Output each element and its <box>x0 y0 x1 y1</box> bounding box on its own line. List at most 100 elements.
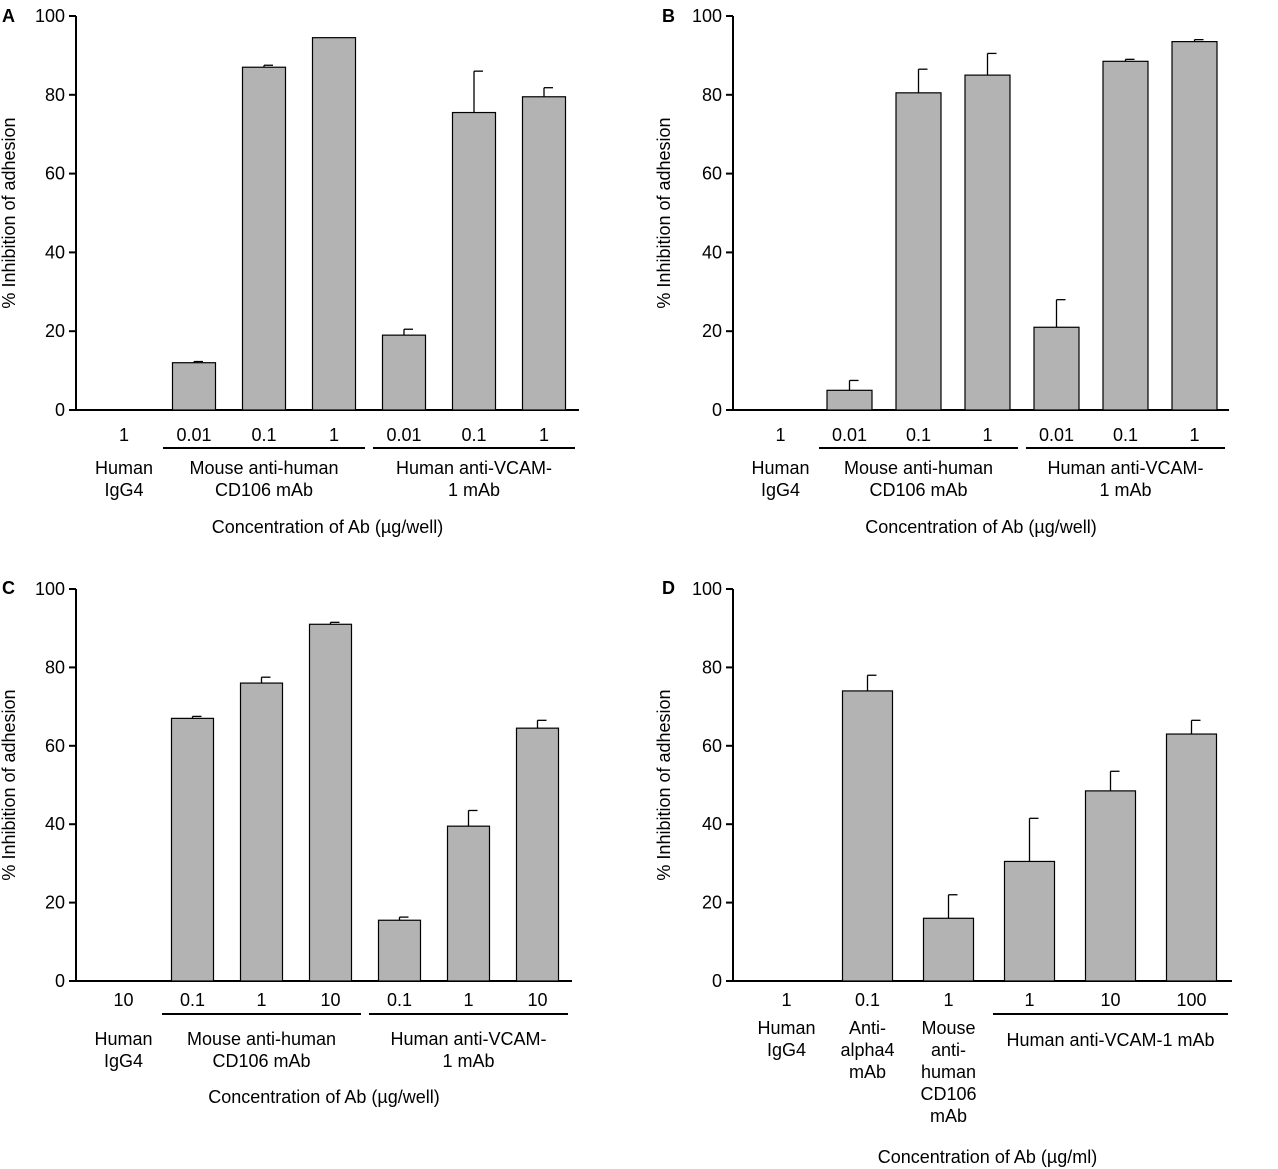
category-label: 0.1 <box>906 425 931 445</box>
y-tick-label: 20 <box>702 893 722 913</box>
group-label: Human anti-VCAM- <box>1047 458 1203 478</box>
bar <box>895 92 942 411</box>
category-label: 0.1 <box>180 990 205 1010</box>
bar <box>170 717 215 982</box>
group-label: anti- <box>931 1040 966 1060</box>
bar <box>841 690 894 982</box>
x-axis-title: Concentration of Ab (µg/ml) <box>878 1147 1097 1167</box>
x-axis-title: Concentration of Ab (µg/well) <box>208 1087 440 1107</box>
group-label: Human <box>94 1029 152 1049</box>
y-tick-label: 0 <box>55 400 65 420</box>
y-tick-label: 40 <box>702 814 722 834</box>
y-tick-label: 0 <box>55 971 65 991</box>
group-label: CD106 mAb <box>215 480 313 500</box>
bar <box>381 334 427 411</box>
group-label: Mouse anti-human <box>844 458 993 478</box>
bar <box>171 362 217 411</box>
group-label: IgG4 <box>104 1051 143 1071</box>
bar <box>521 96 567 411</box>
bar <box>964 74 1011 411</box>
category-label: 1 <box>1189 425 1199 445</box>
category-label: 100 <box>1176 990 1206 1010</box>
y-tick-label: 40 <box>45 814 65 834</box>
y-tick-label: 60 <box>45 164 65 184</box>
category-label: 1 <box>775 425 785 445</box>
group-label: Mouse anti-human <box>187 1029 336 1049</box>
group-label: CD106 mAb <box>869 480 967 500</box>
y-tick-label: 80 <box>702 657 722 677</box>
group-label: CD106 <box>920 1084 976 1104</box>
category-label: 0.1 <box>251 425 276 445</box>
category-label: 0.1 <box>1113 425 1138 445</box>
group-label: Mouse <box>921 1018 975 1038</box>
category-label: 1 <box>943 990 953 1010</box>
bar <box>241 66 287 411</box>
group-label: 1 mAb <box>1099 480 1151 500</box>
bar <box>515 727 560 982</box>
y-tick-label: 40 <box>45 242 65 262</box>
x-axis-title: Concentration of Ab (µg/well) <box>865 517 1097 537</box>
bar <box>1102 60 1149 411</box>
category-label: 0.1 <box>387 990 412 1010</box>
category-label: 0.1 <box>855 990 880 1010</box>
bar <box>1033 326 1080 411</box>
group-label: 1 mAb <box>442 1051 494 1071</box>
bar <box>922 917 975 982</box>
panel-letter: B <box>662 6 675 26</box>
y-tick-label: 0 <box>712 971 722 991</box>
group-label: 1 mAb <box>448 480 500 500</box>
y-tick-label: 80 <box>45 657 65 677</box>
panel-d: D 0 20 40 60 80 100 % Inhibition of adhesion 1 0.… <box>654 578 1232 1167</box>
y-axis-title: % Inhibition of adhesion <box>0 689 19 880</box>
bar <box>1003 860 1056 982</box>
bar <box>826 389 873 411</box>
category-label: 1 <box>1024 990 1034 1010</box>
category-label: 10 <box>527 990 547 1010</box>
category-label: 0.1 <box>461 425 486 445</box>
y-axis-title: % Inhibition of adhesion <box>654 689 674 880</box>
group-label: Mouse anti-human <box>189 458 338 478</box>
group-label: Anti- <box>849 1018 886 1038</box>
bar <box>451 111 497 411</box>
category-label: 1 <box>463 990 473 1010</box>
bar <box>308 623 353 982</box>
panel-letter: D <box>662 578 675 598</box>
category-label: 1 <box>539 425 549 445</box>
group-label: IgG4 <box>767 1040 806 1060</box>
panel-letter: A <box>2 6 15 26</box>
bar <box>1171 41 1218 411</box>
x-axis-title: Concentration of Ab (µg/well) <box>212 517 444 537</box>
y-tick-label: 0 <box>712 400 722 420</box>
category-label: 1 <box>256 990 266 1010</box>
category-label: 0.01 <box>1039 425 1074 445</box>
category-label: 10 <box>320 990 340 1010</box>
category-label: 0.01 <box>832 425 867 445</box>
category-label: 0.01 <box>386 425 421 445</box>
y-tick-label: 100 <box>35 6 65 26</box>
group-label: Human anti-VCAM- <box>390 1029 546 1049</box>
category-label: 0.01 <box>176 425 211 445</box>
group-label: IgG4 <box>761 480 800 500</box>
bar <box>1084 790 1137 982</box>
y-tick-label: 20 <box>45 321 65 341</box>
group-label: Human anti-VCAM-1 mAb <box>1006 1030 1214 1050</box>
panel-c: C 0 20 40 60 80 100 % Inhibition of adhesion 10 0… <box>0 578 572 1107</box>
group-label: mAb <box>849 1062 886 1082</box>
y-axis-title: % Inhibition of adhesion <box>0 117 19 308</box>
y-tick-label: 100 <box>692 579 722 599</box>
bar <box>239 682 284 982</box>
y-tick-label: 60 <box>702 736 722 756</box>
category-label: 1 <box>119 425 129 445</box>
category-label: 1 <box>982 425 992 445</box>
y-tick-label: 60 <box>702 164 722 184</box>
y-tick-label: 40 <box>702 242 722 262</box>
y-axis-title: % Inhibition of adhesion <box>654 117 674 308</box>
group-label: Human <box>95 458 153 478</box>
bar <box>311 37 357 411</box>
group-label: Human anti-VCAM- <box>396 458 552 478</box>
panel-a: A 0 20 40 60 80 100 % Inhibition of adhesion 1 0.… <box>0 6 579 537</box>
y-tick-label: 20 <box>702 321 722 341</box>
group-label: Human <box>751 458 809 478</box>
category-label: 10 <box>1100 990 1120 1010</box>
